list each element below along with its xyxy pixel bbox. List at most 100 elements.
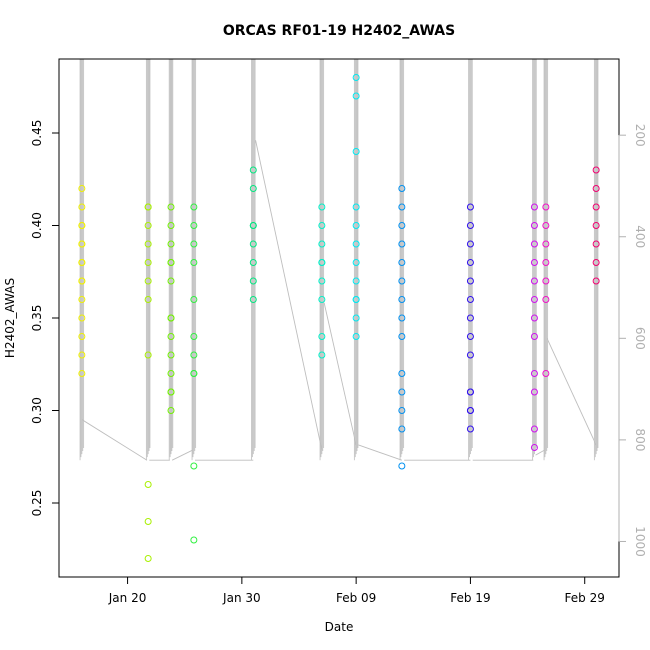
data-point	[542, 296, 550, 303]
data-point	[78, 240, 86, 248]
data-point	[167, 407, 175, 414]
data-point	[530, 333, 538, 340]
data-point	[249, 166, 257, 174]
x-tick-label: Feb 29	[565, 591, 605, 605]
pressure-trace-layer	[79, 59, 599, 461]
data-point	[190, 296, 198, 303]
data-point	[592, 277, 600, 285]
data-point	[318, 277, 326, 285]
data-point	[190, 222, 198, 229]
x-axis: Jan 20 Jan 30 Feb 09 Feb 19 Feb 29	[108, 576, 605, 605]
data-point	[398, 388, 406, 396]
data-point	[466, 425, 474, 433]
data-point	[466, 333, 474, 340]
data-point	[466, 407, 474, 414]
data-point	[398, 259, 406, 266]
data-point	[398, 277, 406, 285]
x-tick-label: Feb 19	[450, 591, 490, 605]
data-point	[167, 351, 175, 359]
data-point	[167, 222, 175, 229]
data-point	[530, 240, 538, 248]
data-point	[542, 222, 550, 229]
right-tick-label: 200	[633, 124, 647, 147]
data-point	[144, 481, 152, 488]
data-point	[190, 351, 198, 359]
x-axis-label: Date	[325, 620, 354, 634]
data-point	[398, 314, 406, 322]
data-point	[318, 240, 326, 248]
data-point	[190, 203, 198, 211]
data-point	[530, 388, 538, 396]
data-point	[352, 296, 360, 303]
data-point	[167, 314, 175, 322]
data-point	[352, 148, 360, 155]
data-point	[530, 277, 538, 285]
data-point	[530, 222, 538, 229]
data-point	[466, 351, 474, 359]
data-point	[78, 277, 86, 285]
y-tick-label: 0.25	[30, 490, 44, 517]
data-points-layer	[78, 74, 600, 562]
data-point	[352, 333, 360, 340]
data-point	[144, 240, 152, 248]
data-point	[592, 166, 600, 174]
data-point	[78, 185, 86, 192]
pressure-trace-segment	[358, 444, 403, 461]
data-point	[249, 259, 257, 266]
pressure-trace-segment	[255, 140, 323, 451]
data-point	[398, 407, 406, 414]
right-tick-label: 800	[633, 428, 647, 451]
data-point	[249, 240, 257, 248]
data-point	[249, 185, 257, 192]
data-point	[167, 240, 175, 248]
data-point	[249, 296, 257, 303]
data-point	[190, 259, 198, 266]
data-point	[530, 425, 538, 433]
y-tick-label: 0.45	[30, 120, 44, 147]
data-point	[167, 333, 175, 340]
data-point	[144, 351, 152, 359]
data-point	[466, 314, 474, 322]
data-point	[144, 555, 152, 562]
data-point	[352, 277, 360, 285]
data-point	[592, 203, 600, 211]
x-tick-label: Jan 30	[222, 591, 261, 605]
data-point	[530, 259, 538, 266]
data-point	[144, 277, 152, 285]
data-point	[167, 388, 175, 396]
data-point	[592, 240, 600, 248]
pressure-trace-segment	[81, 419, 148, 461]
data-point	[78, 296, 86, 303]
data-point	[466, 259, 474, 266]
data-point	[78, 370, 86, 377]
right-tick-label: 400	[633, 225, 647, 248]
data-point	[352, 314, 360, 322]
data-point	[78, 351, 86, 359]
data-point	[398, 370, 406, 377]
data-point	[398, 185, 406, 192]
data-point	[466, 222, 474, 229]
data-point	[542, 277, 550, 285]
data-point	[144, 259, 152, 266]
data-point	[352, 74, 360, 81]
data-point	[352, 203, 360, 211]
y-axis: 0.25 0.30 0.35 0.40 0.45	[30, 120, 60, 517]
data-point	[542, 240, 550, 248]
x-tick-label: Feb 09	[336, 591, 376, 605]
data-point	[318, 259, 326, 266]
data-point	[530, 444, 538, 451]
data-point	[78, 203, 86, 211]
data-point	[144, 203, 152, 211]
pressure-trace-segment	[323, 302, 357, 446]
right-tick-label: 600	[633, 327, 647, 350]
data-point	[78, 314, 86, 322]
data-point	[398, 462, 406, 470]
data-point	[318, 296, 326, 303]
data-point	[190, 370, 198, 377]
y-axis-label: H2402_AWAS	[3, 278, 17, 358]
data-point	[144, 518, 152, 525]
data-point	[78, 259, 86, 266]
data-point	[592, 185, 600, 192]
data-point	[352, 222, 360, 229]
